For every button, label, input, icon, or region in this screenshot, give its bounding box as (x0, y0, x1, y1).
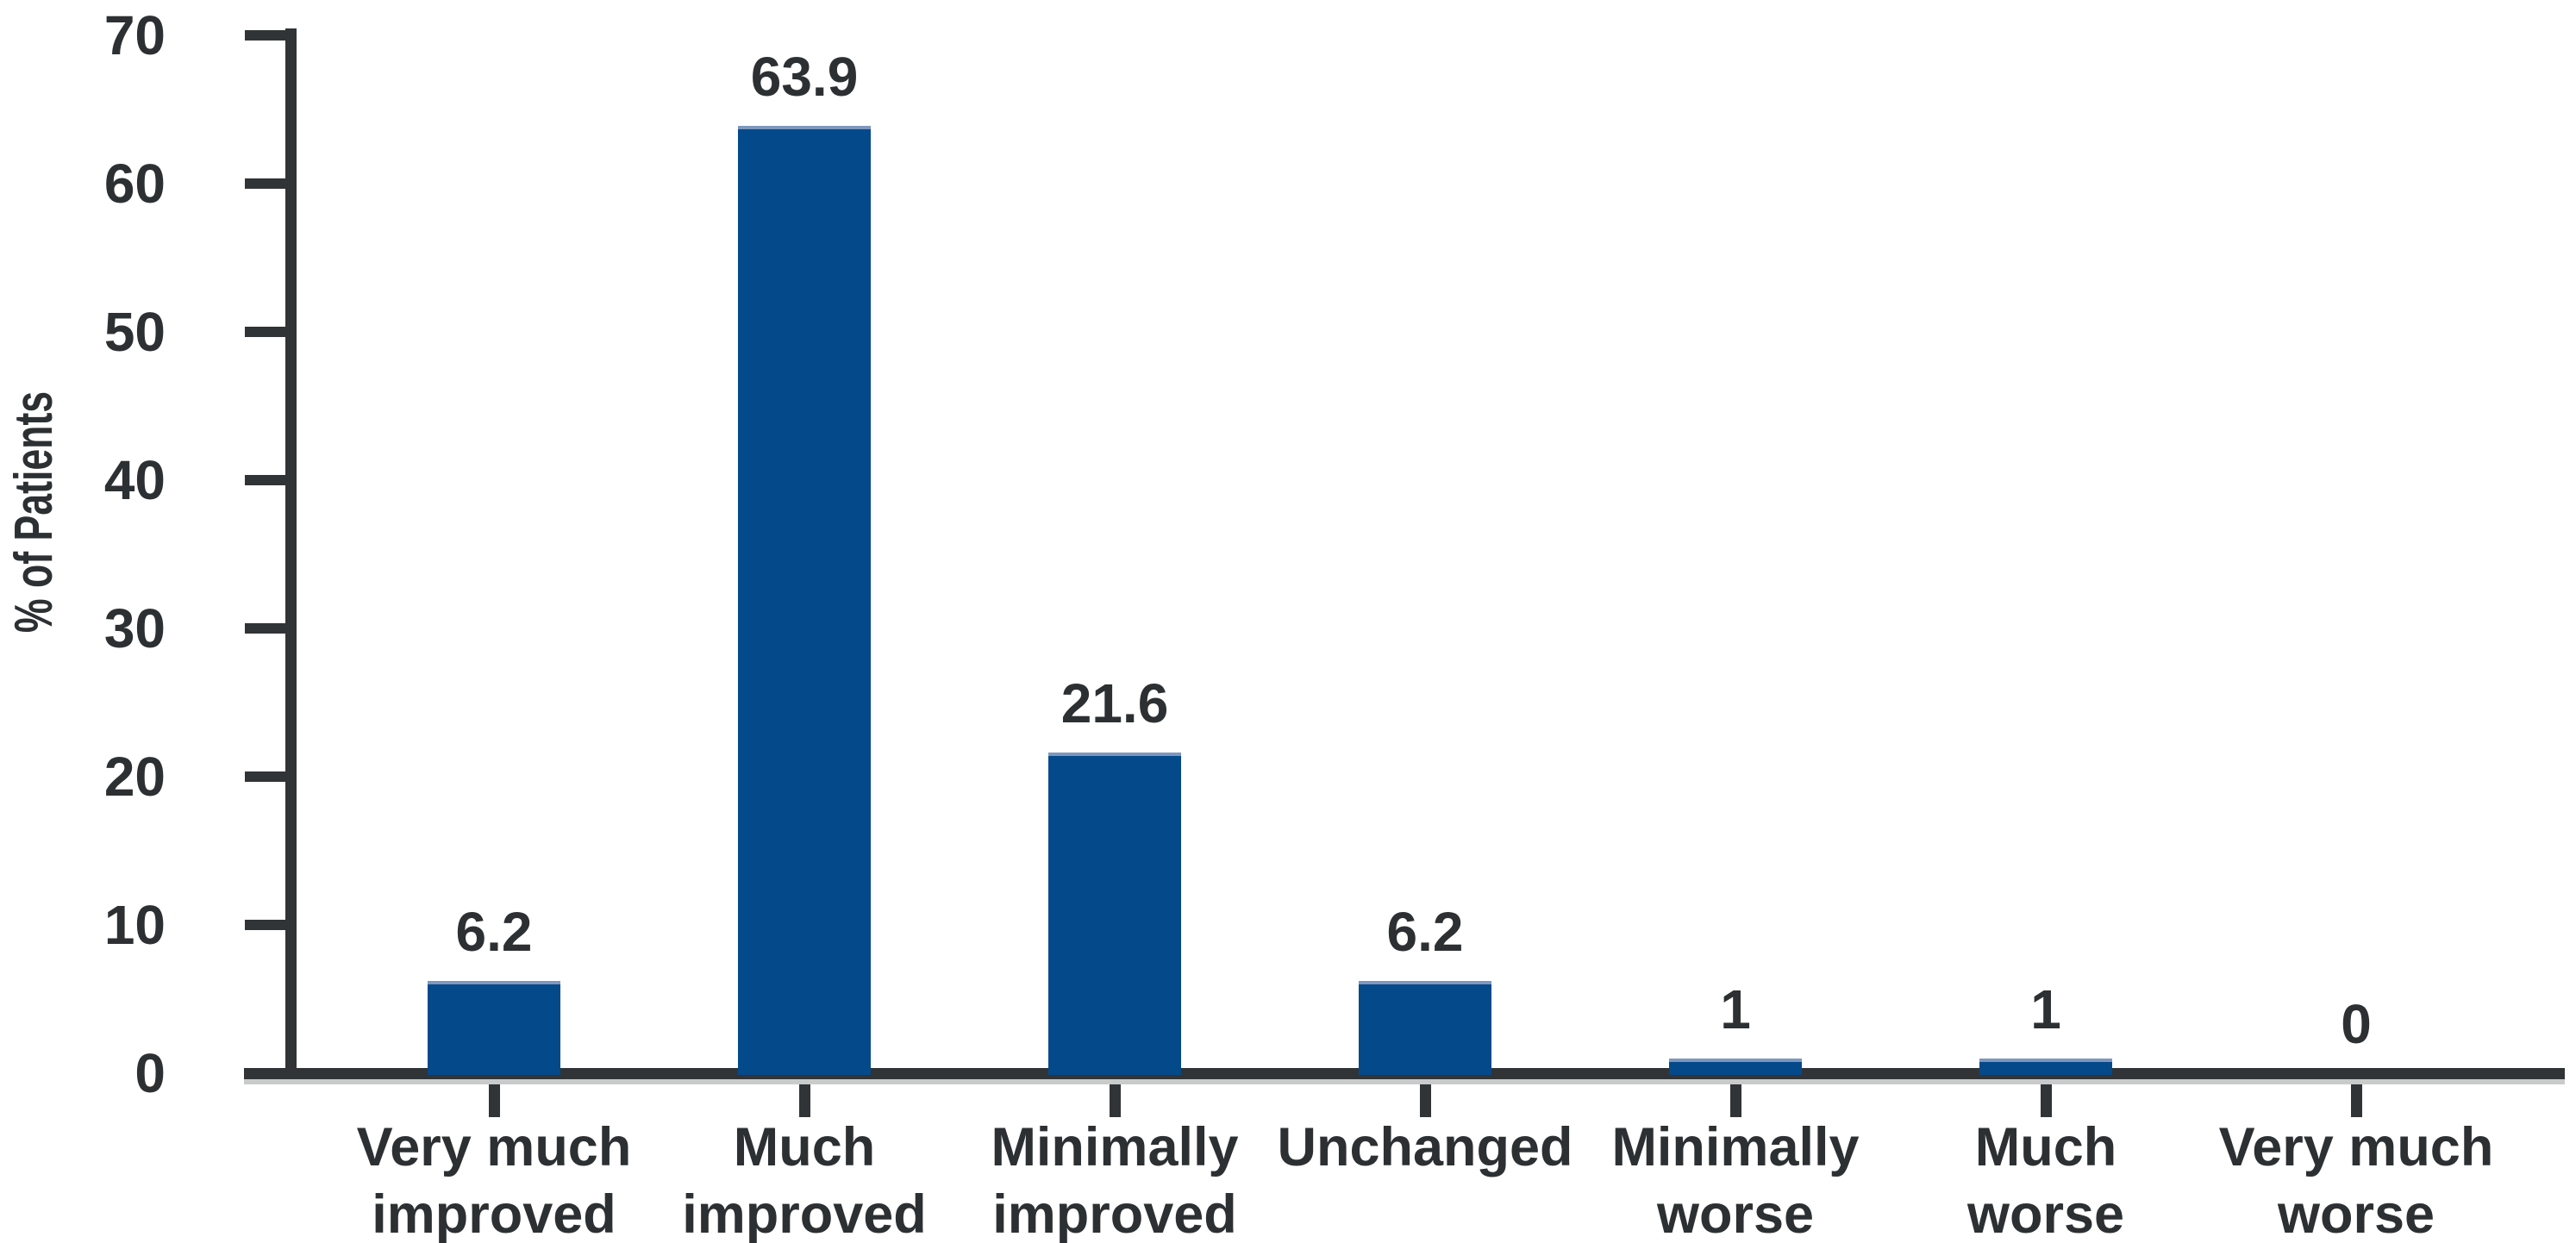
x-tick-mark (2041, 1079, 2052, 1117)
y-tick-mark (245, 920, 288, 930)
bar-value-label: 6.2 (455, 901, 533, 963)
bar (1359, 981, 1491, 1075)
category-label: Unchanged (1244, 1114, 1606, 1181)
category-label: Very much worse (2175, 1114, 2537, 1243)
category-label-line: worse (2277, 1184, 2435, 1243)
y-tick-label: 70 (103, 4, 166, 66)
category-label-line: Very much (2218, 1117, 2494, 1177)
x-tick-mark (1420, 1079, 1431, 1117)
x-tick-mark (489, 1079, 500, 1117)
bar-value-label: 0 (2341, 993, 2372, 1055)
category-column: 21.6 Minimally improved (960, 0, 1270, 1243)
category-label: Minimally worse (1554, 1114, 1916, 1243)
category-label-line: worse (1966, 1184, 2125, 1243)
bar-value-label: 1 (1720, 978, 1751, 1040)
category-label-line: Much (1974, 1117, 2117, 1177)
category-label-line: worse (1656, 1184, 1815, 1243)
x-tick-mark (1730, 1079, 1741, 1117)
category-column: 1 Much worse (1891, 0, 2201, 1243)
category-label-line: improved (372, 1184, 616, 1243)
y-tick-label: 50 (103, 301, 166, 363)
category-label: Minimally improved (934, 1114, 1296, 1243)
y-tick-mark (245, 623, 288, 634)
x-axis-shadow (244, 1079, 2565, 1084)
category-column: 6.2 Very much improved (339, 0, 649, 1243)
y-tick-mark (245, 327, 288, 337)
y-tick-label: 30 (103, 597, 166, 659)
y-axis (285, 28, 297, 1079)
bar-value-label: 6.2 (1386, 901, 1464, 963)
bar (1669, 1059, 1802, 1075)
y-tick-label: 60 (103, 153, 166, 215)
category-label-line: improved (992, 1184, 1237, 1243)
category-label-line: Much (733, 1117, 876, 1177)
category-label: Much improved (623, 1114, 985, 1243)
bar-value-label: 1 (2030, 978, 2061, 1040)
category-label-line: Minimally (1611, 1117, 1860, 1177)
category-column: 0 Very much worse (2201, 0, 2511, 1243)
y-tick-mark (245, 178, 288, 189)
y-tick-label: 10 (103, 894, 166, 956)
category-label-line: Unchanged (1277, 1117, 1573, 1177)
y-tick-mark (245, 30, 288, 41)
y-tick-label: 20 (103, 746, 166, 808)
category-column: 6.2 Unchanged (1270, 0, 1580, 1243)
x-tick-mark (799, 1079, 810, 1117)
category-label-line: Minimally (991, 1117, 1239, 1177)
bar (738, 126, 871, 1075)
y-tick-mark (245, 771, 288, 782)
y-tick-label: 0 (134, 1042, 166, 1104)
y-tick-label: 40 (103, 449, 166, 511)
category-label: Very much improved (313, 1114, 675, 1243)
bar (428, 981, 560, 1075)
category-label: Much worse (1865, 1114, 2227, 1243)
category-label-line: Very much (356, 1117, 632, 1177)
bar (1979, 1059, 2112, 1075)
bar-value-label: 21.6 (1060, 672, 1169, 734)
category-column: 1 Minimally worse (1580, 0, 1891, 1243)
category-column: 63.9 Much improved (649, 0, 960, 1243)
bar-value-label: 63.9 (750, 46, 859, 108)
plot-area: 6.2 Very much improved 63.9 Much improved 21.6… (339, 0, 2511, 1243)
category-label-line: improved (682, 1184, 927, 1243)
y-tick-mark (245, 475, 288, 485)
x-tick-mark (1110, 1079, 1121, 1117)
bar (1048, 753, 1181, 1075)
x-tick-mark (2351, 1079, 2362, 1117)
